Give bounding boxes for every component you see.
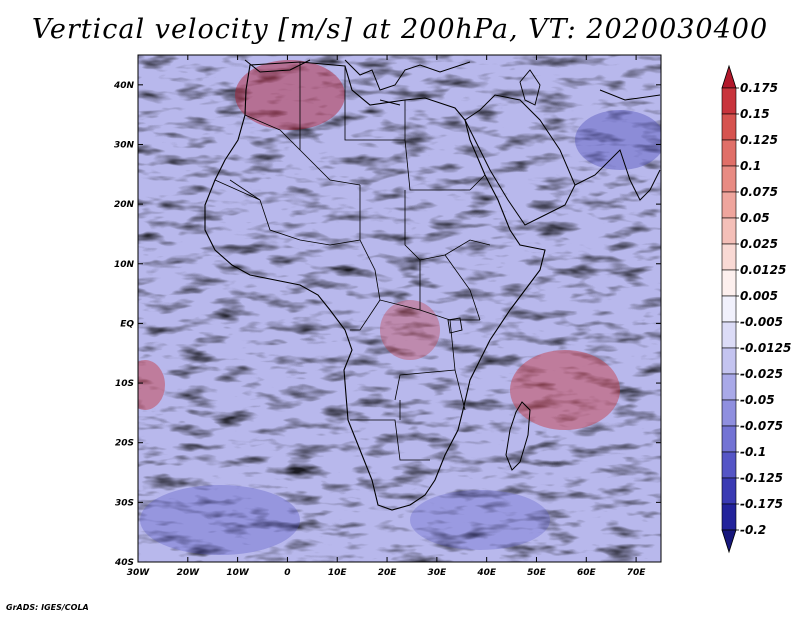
colorbar-segment: [721, 347, 737, 375]
colorbar-label: 0.025: [740, 237, 778, 251]
colorbar-segment: [721, 295, 737, 323]
colorbar-segment: [721, 321, 737, 349]
colorbar-label: 0.125: [740, 133, 778, 147]
country-borders: [214, 62, 491, 461]
colorbar-segment: [721, 425, 737, 453]
colorbar-segment: [721, 243, 737, 271]
lat-tick-label: 30N: [114, 140, 135, 150]
lon-tick-label: 0: [284, 568, 290, 578]
colorbar: 0.175 0.15 0.125 0.1 0.075 0.05 0.025 0.0125 0.0…: [721, 64, 791, 554]
colorbar-bottom-arrow: [721, 529, 737, 554]
field-patch-nw-africa: [235, 60, 345, 130]
velocity-field: [138, 55, 661, 562]
colorbar-label: -0.025: [740, 367, 783, 381]
field-patch-southern-ocean: [410, 490, 550, 550]
chart-title: Vertical velocity [m/s] at 200hPa, VT: 2…: [31, 14, 769, 45]
lon-tick-label: 40E: [476, 568, 497, 578]
lon-tick-label: 50E: [527, 568, 547, 578]
colorbar-top-arrow: [721, 64, 737, 89]
lat-tick-label: 40S: [114, 558, 134, 568]
lon-tick-label: 60E: [577, 568, 597, 578]
colorbar-label: -0.2: [740, 523, 766, 537]
lon-tick-label: 10W: [226, 568, 250, 578]
map-frame: [137, 54, 662, 563]
madagascar-coastline: [505, 401, 531, 471]
africa-coastline: [204, 61, 546, 511]
lat-tick-label: 20N: [114, 200, 135, 210]
colorbar-label: -0.0125: [740, 341, 791, 355]
colorbar-segment: [721, 269, 737, 297]
colorbar-label: -0.1: [740, 445, 766, 459]
map-figure: 40N 30N 20N 10N EQ 10S 20S 30S 40S 30W 20W 10W 0 10E…: [113, 54, 791, 578]
colorbar-label: 0.005: [740, 289, 778, 303]
caspian-sea: [519, 69, 541, 106]
credit-label: GrADS: IGES/COLA: [6, 603, 89, 612]
field-patch-south-atlantic: [140, 485, 300, 555]
colorbar-label: 0.175: [740, 81, 778, 95]
colorbar-segment: [721, 191, 737, 219]
colorbar-label: -0.125: [740, 471, 783, 485]
arabia-coastline: [464, 94, 576, 226]
lon-tick-label: 10E: [328, 568, 348, 578]
colorbar-segment: [721, 139, 737, 167]
colorbar-label: 0.05: [740, 211, 770, 225]
colorbar-label: -0.05: [740, 393, 775, 407]
field-patch-congo: [380, 300, 440, 360]
colorbar-segment: [721, 165, 737, 193]
field-patch-west-edge: [138, 360, 165, 410]
latitude-axis: 40N 30N 20N 10N EQ 10S 20S 30S 40S: [113, 81, 661, 568]
field-texture: [138, 55, 661, 562]
colorbar-label: 0.15: [740, 107, 770, 121]
lon-tick-label: 20E: [378, 568, 398, 578]
colorbar-segment: [721, 373, 737, 401]
lat-tick-label: 10N: [114, 260, 135, 270]
colorbar-segment: [721, 399, 737, 427]
lon-tick-label: 30E: [428, 568, 448, 578]
colorbar-segment: [721, 451, 737, 479]
colorbar-segment: [721, 503, 737, 531]
colorbar-label: -0.075: [740, 419, 783, 433]
lat-tick-label: 20S: [115, 439, 134, 449]
lake-victoria: [447, 317, 463, 334]
field-patch-india: [575, 110, 661, 170]
lat-tick-label: 10S: [115, 379, 134, 389]
colorbar-label: 0.0125: [740, 263, 786, 277]
colorbar-label: 0.075: [740, 185, 778, 199]
colorbar-segment: [721, 113, 737, 141]
field-patch-indian-ocean: [510, 350, 620, 430]
lat-tick-label: EQ: [120, 319, 134, 329]
lat-tick-label: 30S: [115, 498, 134, 508]
colorbar-segment: [721, 477, 737, 505]
colorbar-segment: [721, 87, 737, 115]
lon-tick-label: 30W: [127, 568, 151, 578]
colorbar-segment: [721, 217, 737, 245]
colorbar-label: 0.1: [740, 159, 761, 173]
colorbar-label: -0.005: [740, 315, 783, 329]
asia-coastline: [574, 89, 661, 201]
longitude-axis: 30W 20W 10W 0 10E 20E 30E 40E 50E 60E 70E: [127, 55, 647, 578]
colorbar-label: -0.175: [740, 497, 783, 511]
lon-tick-label: 70E: [627, 568, 647, 578]
lat-tick-label: 40N: [113, 81, 135, 91]
lon-tick-label: 20W: [177, 568, 201, 578]
